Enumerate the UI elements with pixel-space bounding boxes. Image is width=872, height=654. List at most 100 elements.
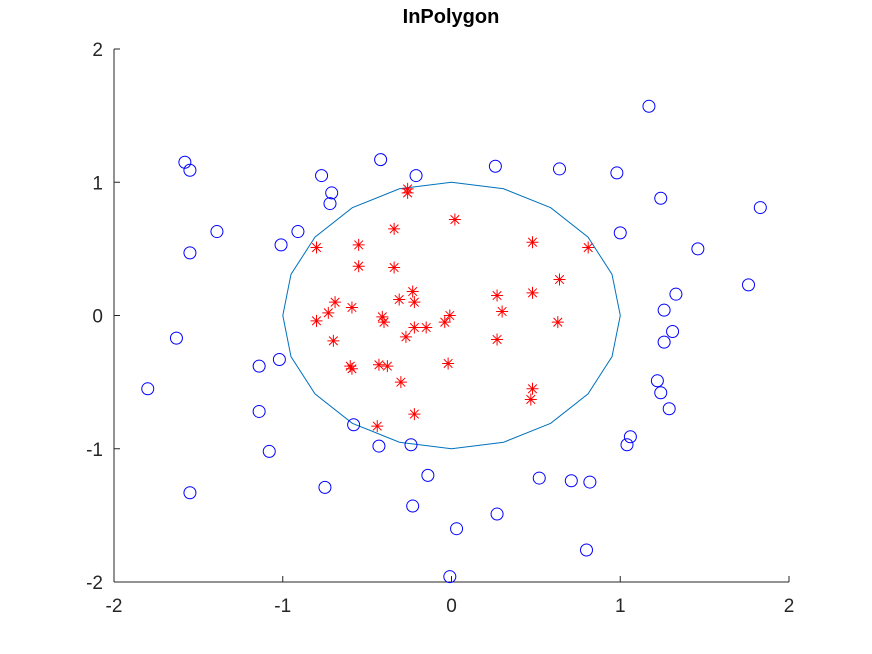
- inside-point: [352, 260, 365, 273]
- chart-title: InPolygon: [403, 6, 500, 28]
- x-tick-label: -2: [106, 596, 123, 617]
- outside-point: [553, 162, 566, 176]
- inside-point: [371, 420, 384, 433]
- inside-point: [408, 296, 421, 309]
- inside-point: [553, 273, 566, 286]
- outside-point: [657, 303, 671, 317]
- outside-point: [490, 507, 504, 521]
- inside-point: [420, 321, 433, 334]
- outside-point: [210, 225, 224, 239]
- inside-point: [524, 393, 537, 406]
- outside-point: [580, 543, 593, 557]
- outside-point: [610, 166, 624, 180]
- x-tick-label: 0: [446, 596, 457, 617]
- outside-point: [666, 324, 680, 338]
- y-tick-label: -1: [86, 440, 103, 461]
- outside-point: [623, 430, 637, 444]
- outside-point: [291, 225, 305, 239]
- outside-point: [252, 404, 266, 418]
- inside-point: [378, 316, 390, 329]
- inside-point: [491, 333, 504, 346]
- y-tick-label: 1: [92, 173, 103, 194]
- outside-point: [691, 242, 705, 256]
- y-tick-label: -2: [86, 573, 103, 594]
- outside-point: [654, 191, 668, 205]
- inside-point: [438, 316, 451, 329]
- inside-point: [582, 241, 595, 254]
- inside-point: [322, 306, 335, 319]
- inside-point: [408, 321, 421, 334]
- outside-point: [583, 475, 597, 489]
- outside-point: [409, 169, 423, 183]
- axes: -2 -1 0 1 2 -2 -1 0 1 2: [86, 40, 794, 617]
- inside-point: [399, 330, 412, 343]
- outside-point: [654, 386, 668, 400]
- outside-point: [742, 278, 755, 292]
- outside-point: [169, 331, 183, 345]
- outside-point: [183, 486, 197, 500]
- outside-point: [347, 418, 361, 432]
- outside-point: [450, 522, 464, 536]
- inside-point: [401, 186, 414, 199]
- inside-point: [551, 316, 564, 329]
- outside-point: [183, 163, 197, 177]
- inside-point: [388, 261, 401, 274]
- outside-point: [315, 169, 329, 183]
- outside-point: [662, 402, 676, 416]
- inside-point: [388, 222, 401, 235]
- outside-point: [178, 155, 192, 169]
- inside-point: [329, 296, 342, 309]
- outside-point: [372, 439, 386, 453]
- y-tick-label: 2: [92, 40, 103, 61]
- inside-point: [310, 314, 323, 327]
- inside-point: [408, 408, 421, 421]
- inside-point: [345, 362, 358, 375]
- outside-point: [406, 499, 420, 513]
- inside-point: [310, 241, 323, 254]
- inside-point: [393, 293, 406, 306]
- outside-point: [443, 570, 457, 584]
- inside-point: [394, 376, 407, 389]
- outside-point: [753, 201, 767, 215]
- outside-point: [532, 471, 546, 485]
- outside-point: [272, 352, 286, 366]
- inside-point: [443, 309, 456, 322]
- outside-point: [564, 474, 578, 488]
- outside-point: [657, 335, 671, 349]
- polygon-boundary: [282, 181, 621, 450]
- inside-point: [352, 238, 365, 251]
- outside-point: [318, 480, 332, 494]
- inside-point: [448, 213, 461, 226]
- outside-point: [620, 438, 634, 452]
- outside-point: [325, 186, 339, 200]
- inside-point: [372, 358, 385, 371]
- outside-point: [650, 374, 664, 388]
- outside-point: [488, 159, 502, 173]
- y-tick-label: 0: [92, 307, 103, 328]
- outside-point: [669, 287, 683, 301]
- outside-point: [421, 468, 435, 482]
- inside-point: [442, 357, 455, 370]
- outside-point: [404, 438, 418, 452]
- inside-point: [406, 285, 419, 298]
- x-tick-label: -1: [274, 596, 291, 617]
- outside-point: [262, 444, 276, 458]
- inside-point: [327, 334, 340, 347]
- inside-point: [526, 382, 539, 395]
- x-tick-label: 1: [615, 596, 626, 617]
- inside-point: [496, 305, 509, 318]
- inside-point: [526, 286, 539, 299]
- inside-point: [376, 310, 389, 323]
- outside-point: [141, 382, 155, 396]
- outside-point: [374, 153, 388, 167]
- inside-point: [491, 289, 504, 302]
- outside-points: [141, 99, 767, 584]
- outside-point: [323, 197, 337, 211]
- inside-point: [344, 360, 357, 373]
- outside-point: [274, 238, 288, 252]
- x-tick-label: 2: [784, 596, 795, 617]
- inside-point: [381, 360, 394, 373]
- outside-point: [252, 359, 266, 373]
- outside-point: [613, 226, 627, 240]
